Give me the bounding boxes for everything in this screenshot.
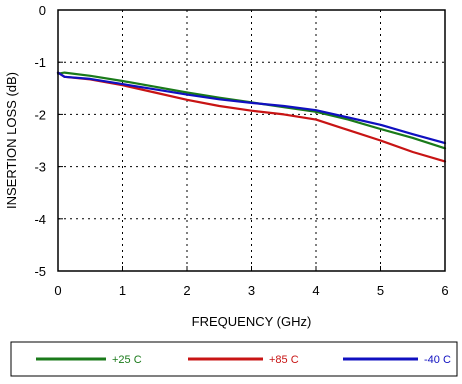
y-tick-label: 0	[39, 3, 46, 18]
legend-entry: -40 C	[343, 354, 451, 366]
y-tick-label: -2	[34, 107, 46, 122]
legend-label: +85 C	[269, 354, 299, 366]
y-tick-label: -3	[34, 160, 46, 175]
grid-lines	[58, 10, 445, 271]
x-tick-label: 3	[248, 283, 255, 298]
x-tick-label: 0	[54, 283, 61, 298]
x-tick-label: 6	[441, 283, 448, 298]
x-tick-label: 4	[312, 283, 319, 298]
legend-entry: +25 C	[36, 354, 142, 366]
x-tick-label: 2	[183, 283, 190, 298]
legend-entry: +85 C	[188, 354, 299, 366]
y-tick-label: -4	[34, 212, 46, 227]
plot-frame	[57, 9, 446, 272]
x-axis-title: FREQUENCY (GHz)	[192, 314, 312, 329]
y-tick-labels: 0 -1 -2 -3 -4 -5	[34, 3, 46, 279]
series-line-2	[56, 71, 447, 145]
legend-entries: +25 C +85 C -40 C	[36, 354, 451, 366]
y-axis-title: INSERTION LOSS (dB)	[4, 72, 19, 209]
legend-label: -40 C	[424, 354, 451, 366]
y-tick-label: -5	[34, 264, 46, 279]
x-tick-label: 5	[377, 283, 384, 298]
legend-label: +25 C	[112, 354, 142, 366]
x-tick-labels: 0 1 2 3 4 5 6	[54, 283, 448, 298]
axis-ticks	[57, 9, 446, 272]
series-lines	[56, 71, 447, 163]
y-tick-label: -1	[34, 55, 46, 70]
x-tick-label: 1	[119, 283, 126, 298]
